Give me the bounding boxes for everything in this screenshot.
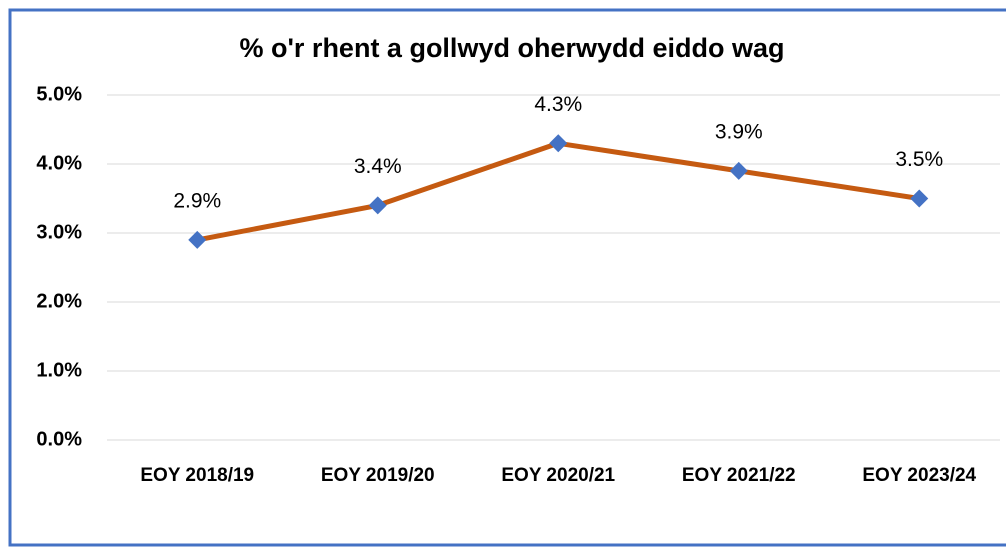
y-tick-label: 4.0% xyxy=(36,152,82,174)
data-label: 3.9% xyxy=(715,120,763,143)
x-tick-label: EOY 2019/20 xyxy=(321,465,435,486)
y-tick-label: 5.0% xyxy=(36,83,82,105)
data-line xyxy=(196,140,920,243)
data-point xyxy=(910,189,929,208)
data-point xyxy=(188,230,207,249)
data-point xyxy=(368,196,387,215)
data-label: 4.3% xyxy=(534,93,582,116)
y-tick-label: 0.0% xyxy=(36,428,82,450)
x-tick-label: EOY 2018/19 xyxy=(140,465,254,486)
y-tick-label: 3.0% xyxy=(36,221,82,243)
data-label: 3.5% xyxy=(895,148,943,171)
data-label: 2.9% xyxy=(173,189,221,212)
y-tick-label: 1.0% xyxy=(36,359,82,381)
data-label: 3.4% xyxy=(354,155,402,178)
data-point xyxy=(549,134,568,153)
x-tick-label: EOY 2021/22 xyxy=(682,465,796,486)
x-tick-label: EOY 2020/21 xyxy=(501,465,615,486)
chart-border xyxy=(8,8,1006,547)
y-tick-label: 2.0% xyxy=(36,290,82,312)
chart-title: % o'r rhent a gollwyd oherwydd eiddo wag xyxy=(240,33,785,63)
x-tick-label: EOY 2023/24 xyxy=(862,465,976,486)
data-point xyxy=(729,161,748,180)
